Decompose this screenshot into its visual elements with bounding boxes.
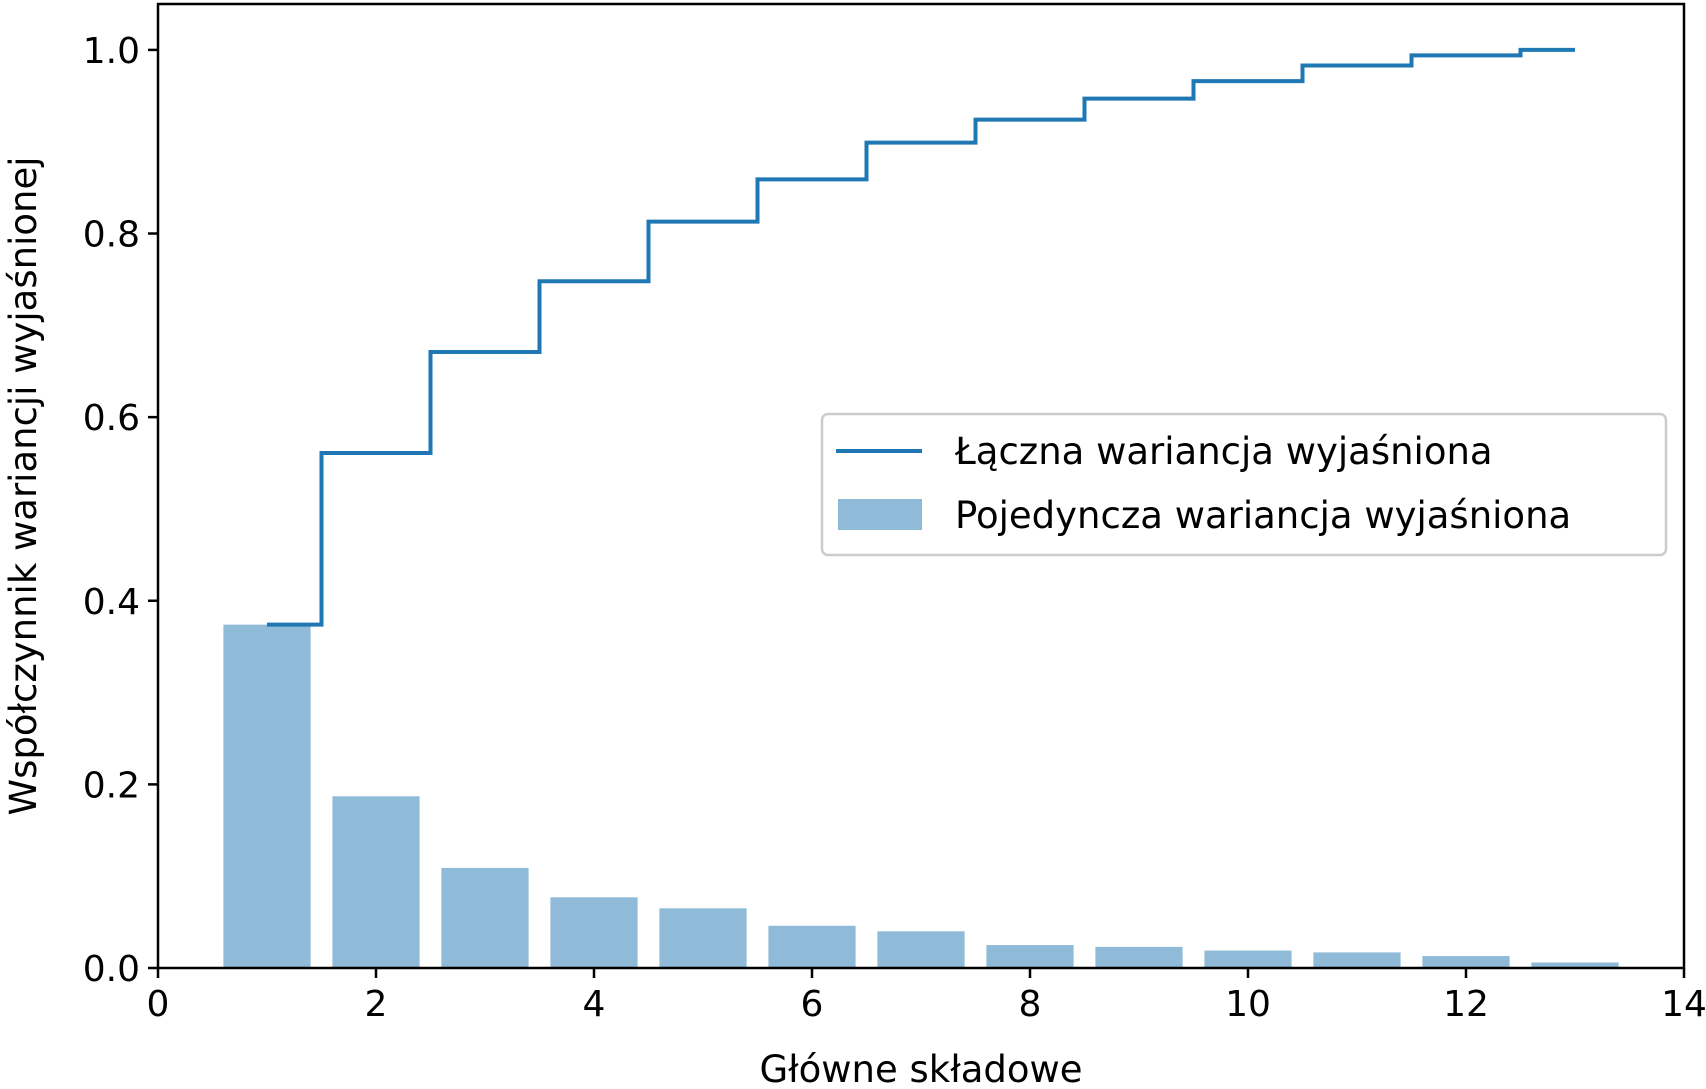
bar-2 (332, 796, 420, 968)
x-tick-label: 12 (1443, 984, 1489, 1025)
y-tick-label: 0.8 (83, 215, 140, 256)
x-tick-label: 8 (1019, 984, 1042, 1025)
y-tick-label: 0.2 (83, 765, 140, 806)
y-tick-label: 0.4 (83, 582, 140, 623)
bar-4 (550, 897, 638, 968)
x-tick-label: 14 (1661, 984, 1706, 1025)
lines-layer (267, 47, 1575, 627)
plot-frame (156, 2, 1686, 970)
x-tick-label: 2 (365, 984, 388, 1025)
bar-5 (659, 908, 747, 968)
bar-8 (986, 945, 1074, 968)
bar-1 (223, 624, 311, 968)
bar-9 (1095, 946, 1183, 968)
legend-label-cumulative: Łączna wariancja wyjaśniona (954, 430, 1493, 473)
bar-11 (1313, 952, 1401, 968)
bar-7 (877, 931, 965, 968)
legend-box (820, 412, 1668, 557)
bars-layer (223, 624, 1619, 968)
bar-12 (1422, 956, 1510, 968)
x-axis-label: Główne składowe (759, 1048, 1082, 1089)
bar-3 (441, 867, 529, 968)
x-tick-label: 4 (583, 984, 606, 1025)
axes-layer: 0 2 4 6 8 10 12 14 0.0 0.2 0.4 0.6 0.8 1.0 (83, 2, 1706, 1025)
y-tick-label: 0.6 (83, 398, 140, 439)
legend: Łączna wariancja wyjaśniona Pojedyncza wa… (820, 412, 1668, 557)
legend-bar-swatch (838, 499, 922, 530)
bar-10 (1204, 950, 1292, 968)
x-tick-label: 10 (1225, 984, 1271, 1025)
bar-6 (768, 925, 856, 968)
legend-label-individual: Pojedyncza wariancja wyjaśniona (955, 494, 1571, 537)
x-tick-label: 0 (147, 984, 170, 1025)
y-axis-label: Współczynnik wariancji wyjaśnionej (2, 157, 45, 816)
cumulative-step-line (267, 47, 1575, 627)
x-tick-label: 6 (801, 984, 824, 1025)
y-tick-label: 1.0 (83, 31, 140, 72)
bar-13 (1531, 962, 1619, 968)
y-tick-label: 0.0 (83, 949, 140, 990)
